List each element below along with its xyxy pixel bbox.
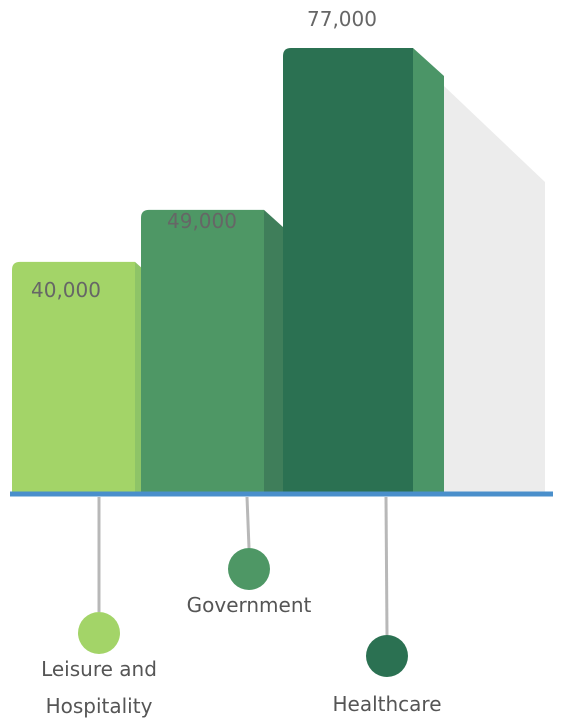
axis-layer (10, 491, 553, 677)
bar-shadows (444, 86, 545, 493)
bar-side (413, 48, 444, 493)
bars (12, 48, 444, 493)
value-label: 40,000 (31, 278, 101, 302)
connector-line (245, 496, 251, 549)
bar (283, 48, 413, 493)
bar (141, 209, 264, 493)
category-dot (366, 635, 408, 677)
connector-line (384, 496, 389, 636)
category-label: Hospitality (46, 694, 153, 718)
value-label: 49,000 (167, 209, 237, 233)
category-label: Leisure and (41, 657, 157, 681)
value-label: 77,000 (307, 7, 377, 31)
bar (12, 261, 135, 493)
category-label: Healthcare (332, 692, 441, 716)
category-label: Government (187, 593, 312, 617)
bar-shadow (444, 86, 545, 493)
category-dot (228, 548, 270, 590)
category-dot (78, 612, 120, 654)
labels-layer: Leisure and Hospitality Government Healthca… (31, 7, 442, 718)
